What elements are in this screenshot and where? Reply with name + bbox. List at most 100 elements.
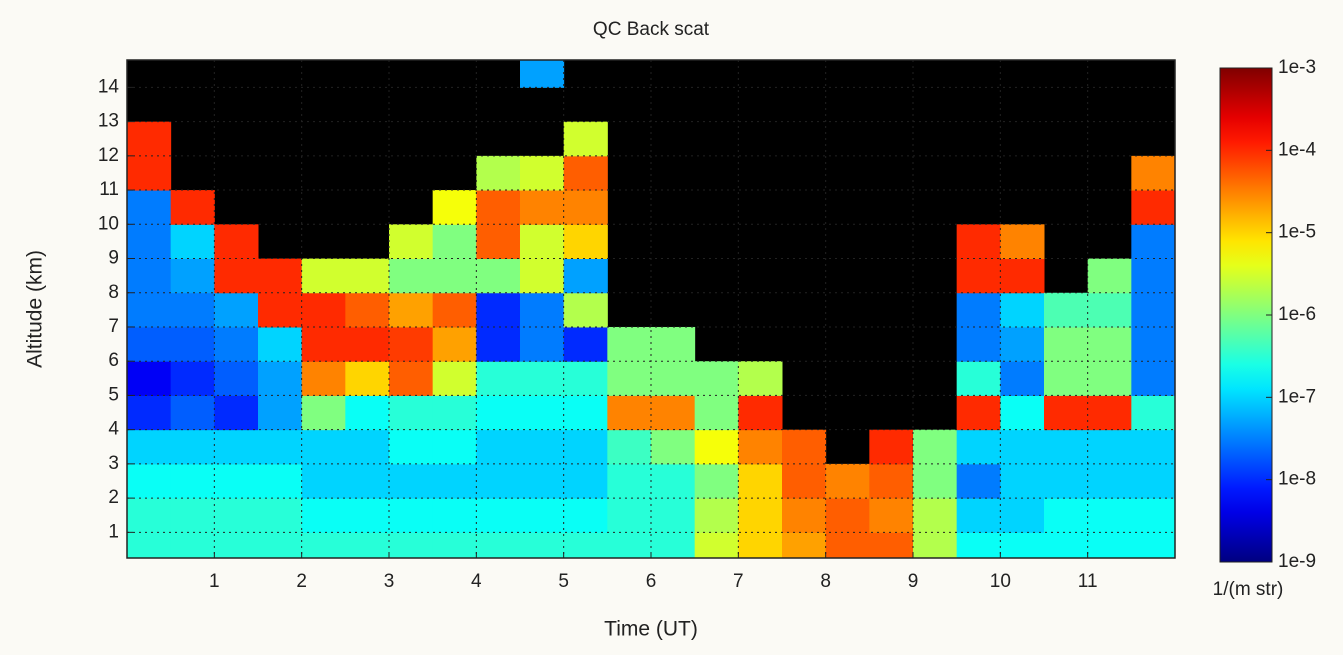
y-tick-label: 2 [108,487,119,508]
y-tick-label: 10 [98,213,119,234]
heatmap-cell [607,498,652,533]
heatmap-cell [1087,532,1132,558]
heatmap-cell [127,292,172,328]
heatmap-cell [738,498,783,533]
heatmap-cell [563,326,608,362]
heatmap-cell [214,395,259,431]
heatmap-cell [1131,326,1175,362]
heatmap-cell [301,532,346,558]
heatmap-cell [563,361,608,396]
heatmap-cell [127,224,172,260]
heatmap-cell [345,395,390,431]
heatmap-cell [1131,155,1175,191]
heatmap-cell [345,429,390,465]
colorbar-label: 1/(m str) [1213,579,1284,600]
heatmap-cell [520,463,565,499]
heatmap-cell [170,429,215,465]
heatmap-cell [389,395,434,431]
x-tick-label: 3 [384,571,395,592]
heatmap-cell [563,395,608,431]
heatmap-cell [1087,326,1132,362]
heatmap-cell [127,429,172,465]
heatmap-cell [607,532,652,558]
x-axis-label: Time (UT) [604,618,698,641]
heatmap-cell [258,532,303,558]
heatmap-cell [432,292,477,328]
x-tick-label: 4 [471,571,482,592]
heatmap-cell [389,532,434,558]
heatmap-cell [520,190,565,225]
colorbar-tick-label: 1e-5 [1278,222,1316,243]
heatmap-cell [956,429,1001,465]
heatmap-cell [1044,292,1089,328]
heatmap-cell [432,463,477,499]
heatmap-cell [389,292,434,328]
heatmap-cell [127,326,172,362]
heatmap-cell [607,395,652,431]
heatmap-cell [301,258,346,294]
heatmap-cell [825,463,870,499]
heatmap-cell [520,498,565,533]
heatmap-cell [1131,463,1175,499]
heatmap-cell [389,326,434,362]
heatmap-cell [127,361,172,396]
x-tick-label: 7 [733,571,744,592]
heatmap-cell [607,326,652,362]
heatmap-cell [476,498,521,533]
heatmap-cell [345,292,390,328]
heatmap-cell [956,463,1001,499]
colorbar-tick-label: 1e-8 [1278,469,1316,490]
heatmap-cell [1087,258,1132,294]
heatmap-cell [214,292,259,328]
heatmap-cell [170,224,215,260]
heatmap-cell [127,463,172,499]
heatmap-cell [432,498,477,533]
heatmap-cell [563,190,608,225]
heatmap-cell [1044,429,1089,465]
heatmap-cell [1087,395,1132,431]
heatmap-cell [214,326,259,362]
heatmap-cell [563,429,608,465]
heatmap-cell [1000,258,1045,294]
heatmap-cell [170,292,215,328]
heatmap-cell [1044,532,1089,558]
heatmap-cell [127,498,172,533]
x-tick-label: 5 [558,571,569,592]
heatmap-cell [1044,463,1089,499]
y-axis-label: Altitude (km) [24,250,47,368]
y-tick-label: 13 [98,111,119,132]
colorbar-tick-label: 1e-6 [1278,304,1316,325]
heatmap-cell [563,292,608,328]
y-tick-label: 8 [108,282,119,303]
heatmap-cell [301,361,346,396]
heatmap-cell [563,224,608,260]
heatmap-cell [170,395,215,431]
heatmap-cell [127,155,172,191]
heatmap-cell [345,326,390,362]
heatmap-cell [651,326,696,362]
heatmap-cell [1087,292,1132,328]
y-tick-label: 3 [108,453,119,474]
heatmap-cell [956,224,1001,260]
heatmap-cell [432,190,477,225]
heatmap-cell [1044,395,1089,431]
x-tick-label: 8 [820,571,831,592]
heatmap-cell [258,429,303,465]
heatmap-cell [301,429,346,465]
heatmap-cell [258,292,303,328]
heatmap-cell [520,429,565,465]
heatmap-cell [170,326,215,362]
heatmap-cell [345,498,390,533]
heatmap-cell [520,155,565,191]
heatmap-cell [258,463,303,499]
heatmap-cell [869,532,914,558]
heatmap-cell [1044,361,1089,396]
heatmap-cell [956,498,1001,533]
heatmap-cell [1131,361,1175,396]
heatmap-cell [520,395,565,431]
heatmap-cell [476,190,521,225]
heatmap-cell [345,463,390,499]
heatmap-cell [956,258,1001,294]
y-tick-label: 7 [108,316,119,337]
heatmap-cell [214,258,259,294]
